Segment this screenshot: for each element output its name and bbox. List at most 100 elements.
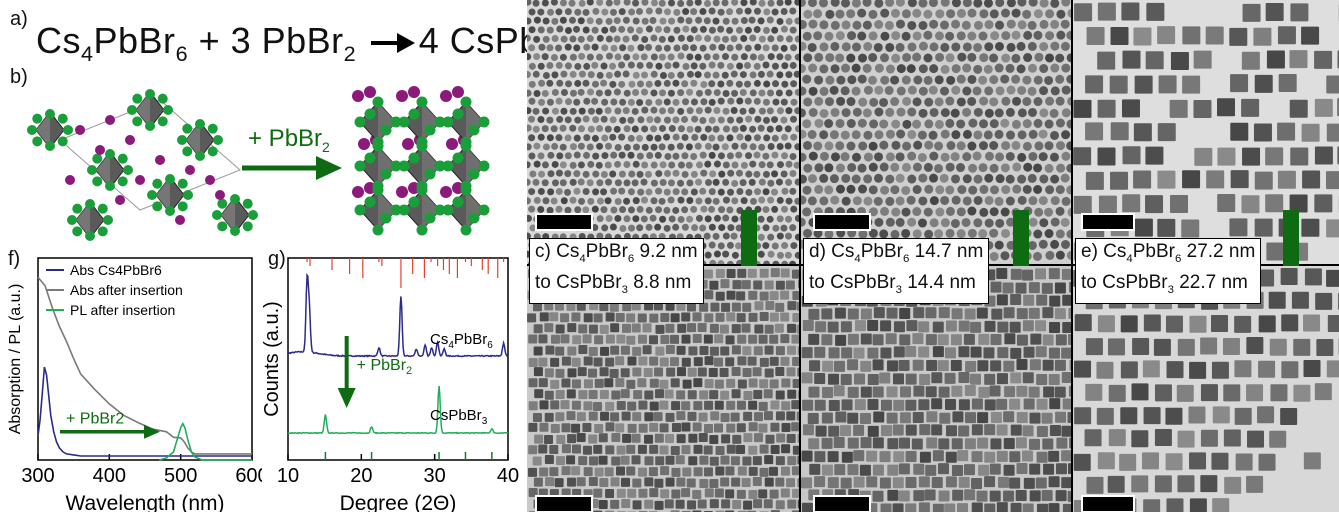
x-tick-label: 40 [497, 465, 519, 487]
br-atom [416, 224, 428, 236]
scale-bar [813, 495, 871, 512]
br-atom [152, 178, 163, 189]
br-atom [85, 199, 95, 209]
legend-label: Abs Cs4PbBr6 [70, 262, 162, 278]
br-atom [424, 168, 436, 180]
br-atom [408, 152, 420, 164]
br-atom [207, 146, 218, 157]
br-atom [182, 123, 193, 134]
cs-atom [125, 135, 135, 145]
br-atom [434, 160, 446, 172]
scale-bar [1081, 213, 1135, 231]
br-atom [45, 109, 55, 119]
br-atom [177, 178, 188, 189]
br-atom [230, 226, 240, 236]
br-atom [442, 160, 454, 172]
br-atom [85, 231, 95, 241]
x-tick-label: 30 [424, 465, 446, 487]
br-atom [117, 176, 128, 187]
legend-label: Abs after insertion [70, 282, 183, 298]
reaction-equation: Cs4PbBr6 + 3 PbBr2 4 CsPbBr3 [36, 20, 589, 67]
cs-atom [364, 86, 376, 98]
br-atom [32, 136, 43, 147]
cs-atom [75, 125, 85, 135]
br-atom [145, 89, 155, 99]
br-atom [103, 215, 113, 225]
br-atom [132, 93, 143, 104]
tem-image-d-before [801, 0, 1071, 264]
br-atom [372, 184, 384, 196]
br-atom [460, 184, 472, 196]
br-atom [468, 168, 480, 180]
x-tick-label: 600 [235, 465, 262, 487]
octahedron-face [156, 177, 170, 213]
x-tick-label: 400 [93, 465, 126, 487]
cs-atom [155, 155, 165, 165]
br-atom [354, 116, 366, 128]
br-atom [424, 124, 436, 136]
br-atom [242, 221, 253, 232]
br-atom [123, 165, 133, 175]
br-atom [242, 198, 253, 209]
br-atom [87, 165, 97, 175]
br-atom [424, 212, 436, 224]
tem-caption-e: e) Cs4PbBr6 27.2 nm to CsPbBr3 22.7 nm [1075, 238, 1262, 304]
series-line-3 [159, 421, 252, 461]
panel-label-f: f) [8, 248, 21, 270]
br-atom [460, 96, 472, 108]
br-atom [372, 140, 384, 152]
x-tick-label: 20 [350, 465, 372, 487]
br-atom [147, 190, 157, 200]
br-atom [468, 124, 480, 136]
cs4pbbr6-structure [27, 89, 258, 241]
br-atom [117, 153, 128, 164]
cs-atom [358, 138, 370, 150]
cs-atom [452, 86, 464, 98]
br-atom [97, 226, 108, 237]
br-atom [92, 176, 103, 187]
br-atom [434, 204, 446, 216]
cs-atom [105, 115, 115, 125]
br-atom [165, 206, 175, 216]
br-atom [354, 204, 366, 216]
br-atom [390, 160, 402, 172]
br-atom [452, 108, 464, 120]
br-atom [478, 160, 490, 172]
annotation-arrowhead [144, 424, 160, 439]
br-atom [408, 108, 420, 120]
br-atom [27, 125, 37, 135]
br-atom [183, 190, 193, 200]
cs-atom [440, 90, 452, 102]
br-atom [390, 116, 402, 128]
br-atom [460, 224, 472, 236]
x-axis-label: Wavelength (nm) [65, 492, 224, 512]
panel-label-g: g) [268, 248, 286, 270]
panel-label-a: a) [10, 8, 28, 30]
legend-label: PL after insertion [70, 302, 175, 318]
tem-particles [527, 0, 799, 264]
br-atom [416, 184, 428, 196]
br-atom [230, 194, 240, 204]
br-atom [195, 119, 205, 129]
octahedron-face [136, 92, 150, 128]
br-atom [416, 96, 428, 108]
br-atom [460, 140, 472, 152]
tem-image-d-after [801, 266, 1071, 512]
br-atom [217, 198, 228, 209]
br-atom [364, 152, 376, 164]
cs-atom [65, 175, 75, 185]
br-atom [442, 204, 454, 216]
br-atom [468, 212, 480, 224]
series-label-cs4pbbr6: Cs4PbBr6 [430, 331, 493, 351]
br-atom [152, 201, 163, 212]
br-atom [478, 204, 490, 216]
br-atom [354, 160, 366, 172]
br-atom [72, 226, 83, 237]
br-atom [380, 168, 392, 180]
br-atom [57, 113, 68, 124]
cs-atom [352, 186, 364, 198]
br-atom [63, 125, 73, 135]
tem-particles [1073, 268, 1339, 512]
br-atom [145, 121, 155, 131]
octahedron-face [96, 152, 110, 188]
